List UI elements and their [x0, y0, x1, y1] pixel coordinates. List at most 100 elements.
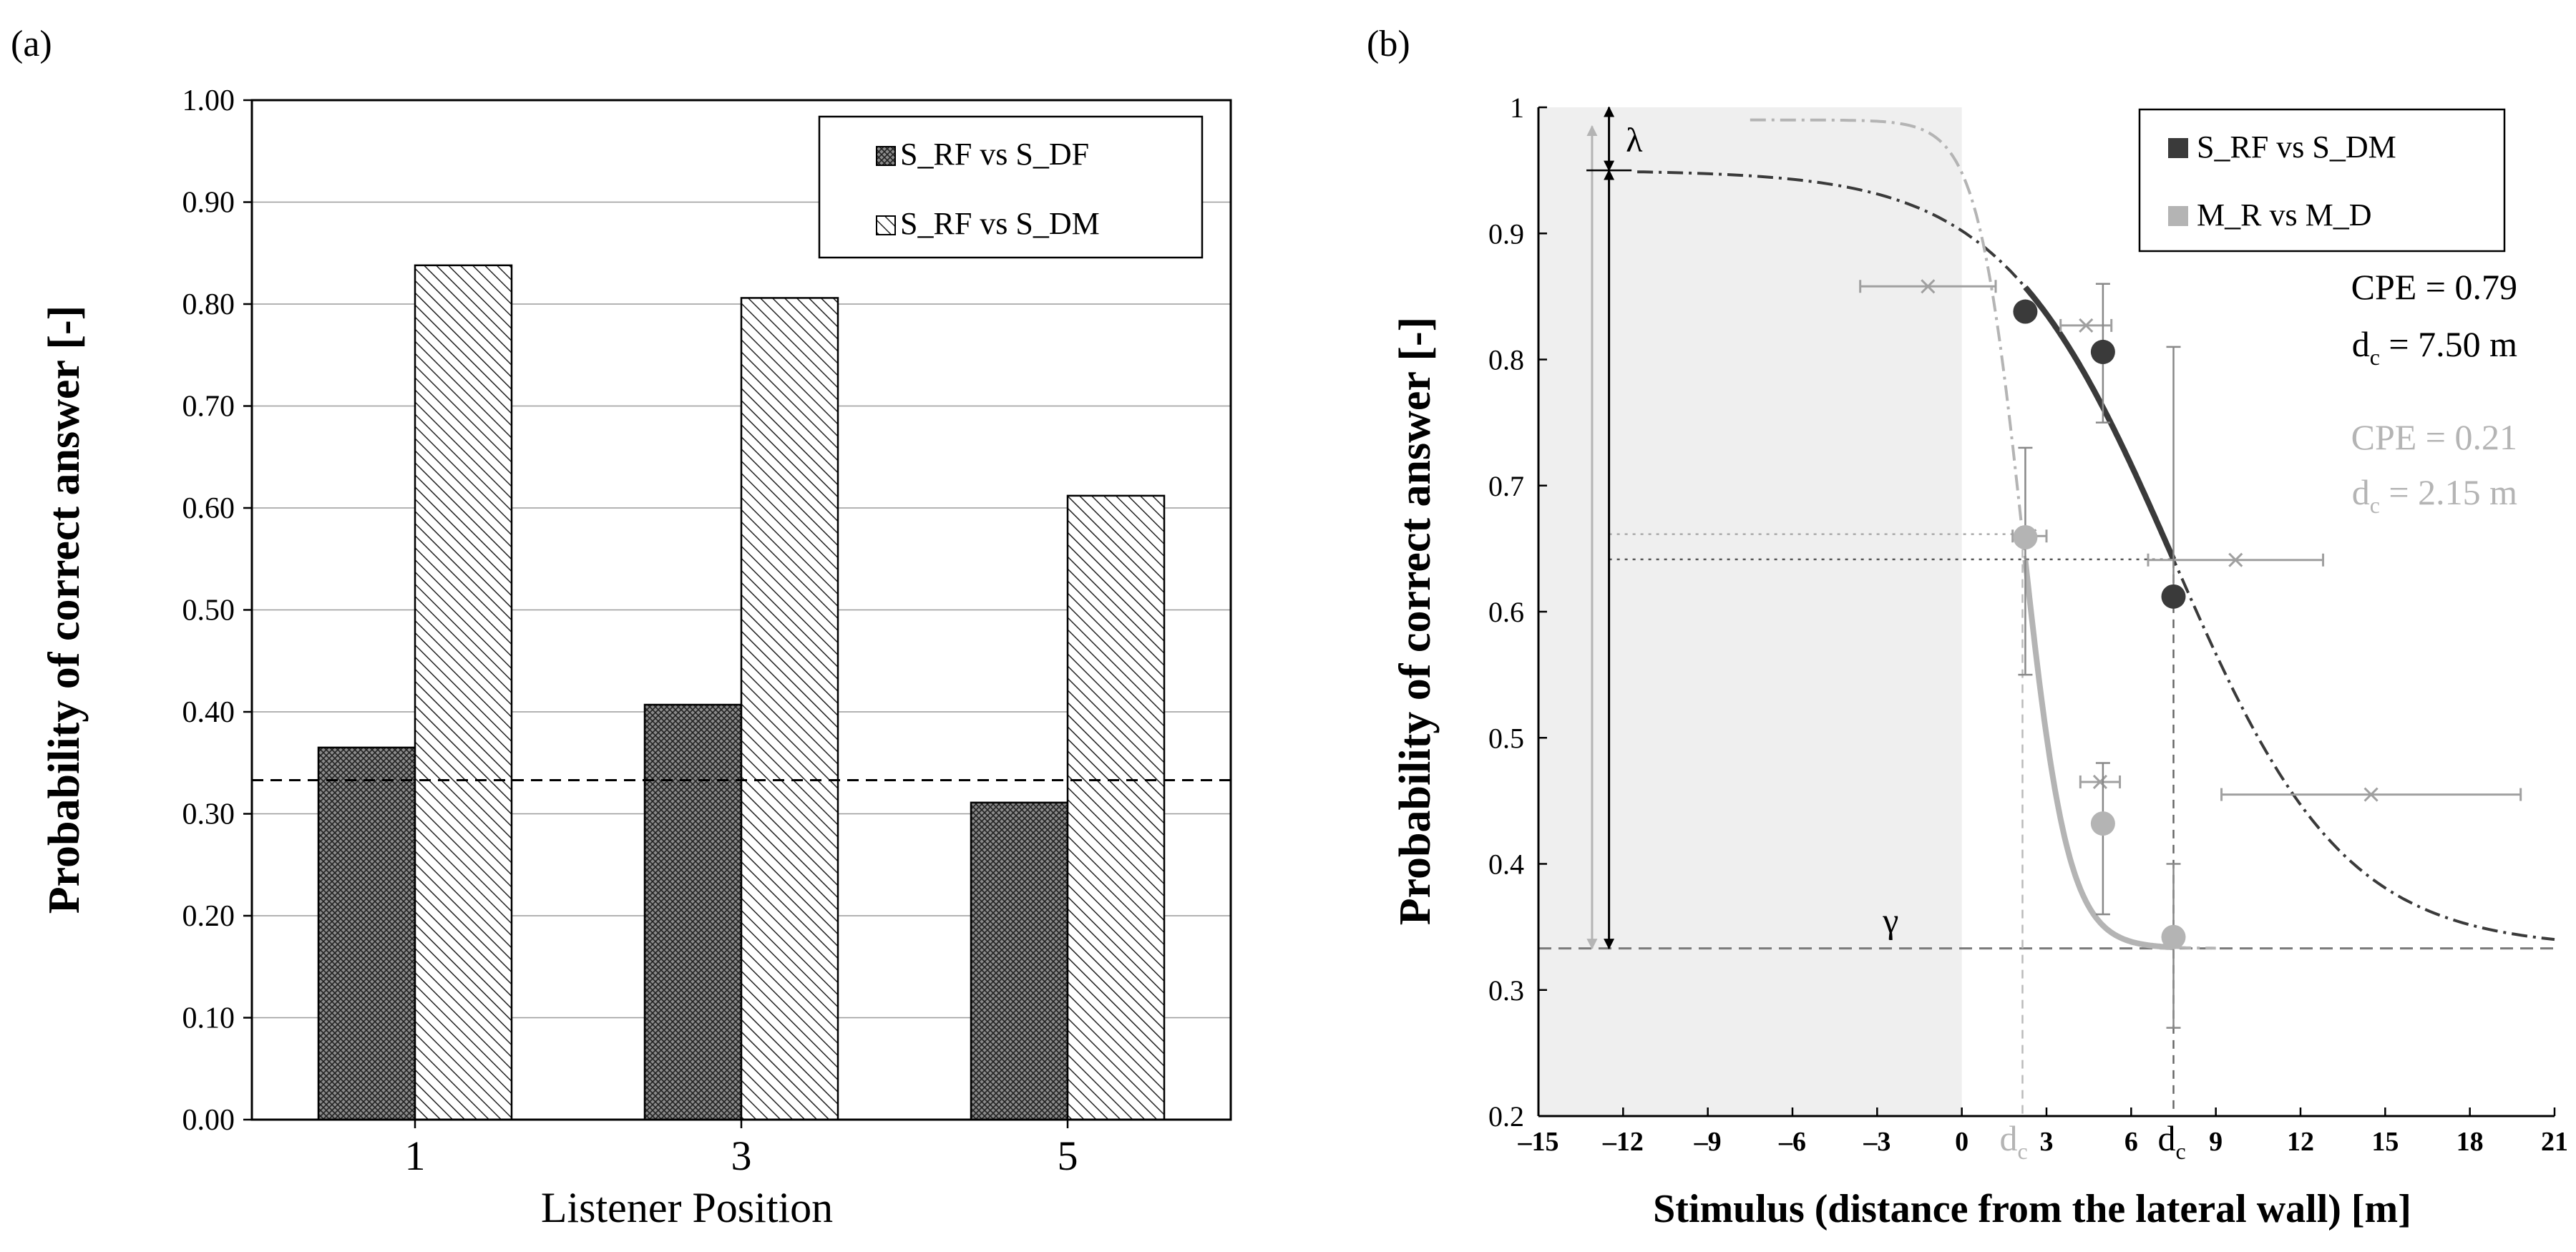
panel-b-x-axis-title: Stimulus (distance from the lateral wall… — [1653, 1187, 2411, 1231]
panel-b-guides — [1538, 106, 2555, 1116]
panel-b-ytick-label-8: 1 — [1510, 92, 1524, 124]
panel-a-x-axis-title: Listener Position — [541, 1184, 833, 1231]
cpe-annotation-dark: CPE = 0.79 dc = 7.50 m — [2351, 267, 2518, 370]
panel-a-ytick-label-9: 0.90 — [182, 187, 235, 220]
panel-b-legend-box — [2138, 108, 2506, 253]
fit-curve-dark-solid — [2023, 285, 2177, 561]
dc-marker-dark: dc — [2158, 1118, 2186, 1164]
panel-a-bars — [317, 264, 1166, 1121]
bar-series1-pos-1 — [317, 746, 416, 1121]
panel-b-ytick-label-7: 0.9 — [1488, 217, 1524, 250]
dc-marker-light-sub: c — [2017, 1138, 2027, 1164]
legend-swatch-dark-series — [2168, 138, 2188, 158]
panel-b-xtick-label-7: 6 — [2124, 1127, 2138, 1157]
cpe-value-light: CPE = 0.21 — [2351, 417, 2517, 457]
panel-a-ytick-label-4: 0.40 — [182, 696, 235, 729]
panel-b-xtick-label-9: 12 — [2287, 1127, 2314, 1157]
panel-a-ytick-label-3: 0.30 — [182, 798, 235, 831]
dc-marker-light: dc — [1999, 1118, 2027, 1164]
dc-value-light-rest: = 2.15 m — [2380, 472, 2517, 512]
panel-a-y-axis-title: Probability of correct answer [-] — [40, 305, 89, 914]
dc-value-dark-d: d — [2352, 324, 2370, 364]
panel-b-ytick-label-3: 0.5 — [1488, 722, 1524, 754]
panel-a-xtick-label-2: 5 — [1058, 1133, 1078, 1179]
dc-value-light-d: d — [2352, 472, 2370, 512]
cpe-value-dark: CPE = 0.79 — [2351, 267, 2517, 307]
dc-value-light: dc = 2.15 m — [2352, 472, 2517, 518]
panel-b-curves — [1637, 118, 2555, 951]
panel-a-yticks: 0.00 0.10 0.20 0.30 0.40 0.50 0.60 0.70 0.80 0.90… — [182, 84, 252, 1137]
legend-swatch-s-rf-vs-s-df — [876, 146, 896, 166]
panel-a-label: (a) — [11, 24, 52, 64]
panel-b-shaded-region — [1538, 107, 1962, 1116]
gamma-label: γ — [1882, 901, 1898, 941]
panel-b-xtick-label-10: 15 — [2371, 1127, 2399, 1157]
dc-marker-dark-sub: c — [2176, 1138, 2186, 1164]
panel-b-ytick-label-6: 0.8 — [1488, 344, 1524, 376]
cpe-annotation-light: CPE = 0.21 dc = 2.15 m — [2351, 417, 2518, 518]
x-errorbar-center-5 — [2363, 787, 2379, 802]
x-errorbar-center-2 — [2228, 552, 2243, 567]
panel-b-ytick-label-0: 0.2 — [1488, 1100, 1524, 1133]
x-errorbar-center-4 — [2092, 774, 2108, 790]
panel-a-ytick-label-10: 1.00 — [182, 84, 235, 117]
dc-value-dark-rest: = 7.50 m — [2380, 324, 2517, 364]
point-series1-2 — [2161, 584, 2186, 609]
panel-b-ytick-label-5: 0.7 — [1488, 470, 1524, 502]
dc-value-dark: dc = 7.50 m — [2352, 324, 2517, 370]
bar-series2-pos-1 — [414, 264, 513, 1121]
panel-b-xtick-label-2: –9 — [1694, 1127, 1722, 1157]
point-series2-2 — [2161, 924, 2186, 949]
panel-a-legend: S_RF vs S_DF S_RF vs S_DM — [818, 115, 1204, 259]
panel-b-label: (b) — [1367, 24, 1410, 64]
panel-a-ytick-label-2: 0.20 — [182, 900, 235, 933]
legend-swatch-light-series — [2168, 206, 2188, 226]
dc-marker-dark-d: d — [2158, 1118, 2176, 1158]
panel-b-points — [2013, 299, 2186, 949]
bar-series1-pos-5 — [970, 801, 1069, 1121]
bar-series2-pos-5 — [1066, 494, 1166, 1121]
panel-b-legend: S_RF vs S_DM M_R vs M_D — [2138, 108, 2506, 253]
dc-value-dark-sub: c — [2370, 344, 2380, 370]
panel-b-ytick-label-4: 0.6 — [1488, 596, 1524, 628]
legend-label-s-rf-vs-s-dm-b: S_RF vs S_DM — [2197, 129, 2396, 165]
panel-b-xtick-label-3: –6 — [1778, 1127, 1806, 1157]
panel-b-xtick-label-11: 18 — [2457, 1127, 2484, 1157]
panel-a-xtick-label-1: 3 — [731, 1133, 752, 1179]
panel-b-y-axis-title: Probability of correct answer [-] — [1391, 317, 1440, 926]
x-errorbar-center-1 — [2079, 318, 2094, 333]
panel-b-xtick-label-4: –3 — [1863, 1127, 1890, 1157]
panel-a-ytick-label-0: 0.00 — [182, 1104, 235, 1137]
panel-b-xtick-label-6: 3 — [2040, 1127, 2054, 1157]
legend-swatch-s-rf-vs-s-dm — [876, 215, 896, 235]
point-series2-0 — [2013, 525, 2038, 550]
panel-b-xtick-label-0: –15 — [1518, 1127, 1559, 1157]
panel-a-ytick-label-5: 0.50 — [182, 595, 235, 627]
panel-a-ytick-label-6: 0.60 — [182, 492, 235, 525]
panel-b-ytick-label-1: 0.3 — [1488, 974, 1524, 1007]
dc-marker-light-d: d — [1999, 1118, 2017, 1158]
panel-b-xtick-label-8: 9 — [2209, 1127, 2223, 1157]
panel-b-ytick-label-2: 0.4 — [1488, 848, 1524, 881]
fit-curve-light-solid — [2022, 559, 2174, 951]
panel-b-xtick-label-12: 21 — [2541, 1127, 2568, 1157]
panel-b-xtick-label-1: –12 — [1602, 1127, 1644, 1157]
panel-b-annotations: γ λ dc dc — [1626, 122, 2185, 1164]
panel-a-ytick-label-1: 0.10 — [182, 1002, 235, 1035]
panel-b-xtick-label-5: 0 — [1955, 1127, 1968, 1157]
point-series1-1 — [2090, 339, 2115, 364]
panel-b-xticks: –15 –12 –9 –6 –3 0 3 6 9 12 15 18 21 — [1518, 1107, 2568, 1157]
lambda-label: λ — [1626, 122, 1643, 160]
legend-label-m-r-vs-m-d: M_R vs M_D — [2197, 197, 2372, 233]
panel-a: (a) 0.00 0.10 0.20 0.30 0.40 0.50 0.60 0.70 0.80… — [11, 24, 1232, 1231]
panel-b-yticks: 0.2 0.3 0.4 0.5 0.6 0.7 0.8 0.9 1 — [1488, 92, 1547, 1133]
legend-label-s-rf-vs-s-df: S_RF vs S_DF — [900, 137, 1089, 172]
dc-value-light-sub: c — [2370, 492, 2380, 518]
bar-series2-pos-3 — [740, 297, 839, 1121]
bar-series1-pos-3 — [643, 703, 743, 1121]
legend-label-s-rf-vs-s-dm: S_RF vs S_DM — [900, 206, 1100, 241]
panel-b: (b) 0.2 0.3 0.4 0.5 0.6 0.7 0.8 0.9 1 –15 –12 –9 –6… — [1367, 24, 2568, 1231]
point-series1-0 — [2013, 299, 2038, 324]
panel-a-xticks: 1 3 5 — [405, 1120, 1078, 1179]
